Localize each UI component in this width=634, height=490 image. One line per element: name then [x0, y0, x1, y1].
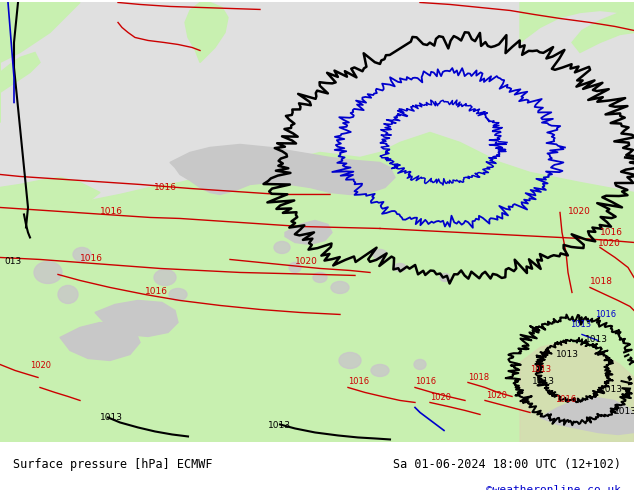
- Text: Surface pressure [hPa] ECMWF: Surface pressure [hPa] ECMWF: [13, 458, 212, 470]
- Text: 1020: 1020: [486, 392, 507, 400]
- Text: 1018: 1018: [590, 277, 613, 287]
- Ellipse shape: [331, 281, 349, 294]
- Text: 1013: 1013: [614, 408, 634, 416]
- Text: 1020: 1020: [430, 393, 451, 402]
- Text: 1013: 1013: [600, 386, 623, 394]
- Text: 1016: 1016: [555, 395, 576, 404]
- Ellipse shape: [414, 360, 426, 369]
- Ellipse shape: [58, 286, 78, 303]
- Ellipse shape: [394, 264, 406, 271]
- Text: 1016: 1016: [100, 207, 123, 217]
- Polygon shape: [60, 322, 140, 361]
- Text: ©weatheronline.co.uk: ©weatheronline.co.uk: [486, 485, 621, 490]
- Polygon shape: [95, 300, 178, 337]
- Text: 1013: 1013: [530, 366, 551, 374]
- Polygon shape: [0, 177, 100, 211]
- Polygon shape: [170, 145, 395, 195]
- Text: 1020: 1020: [598, 240, 621, 248]
- Text: 1013: 1013: [556, 350, 579, 360]
- Text: 1020: 1020: [295, 257, 318, 267]
- Text: 1016: 1016: [595, 311, 616, 319]
- Text: 1016: 1016: [153, 183, 176, 193]
- Text: 1018: 1018: [468, 373, 489, 383]
- Polygon shape: [540, 397, 634, 435]
- Text: 1013: 1013: [585, 336, 608, 344]
- Text: 1016: 1016: [348, 377, 369, 387]
- Text: 1013: 1013: [570, 320, 591, 329]
- Polygon shape: [0, 132, 634, 442]
- Ellipse shape: [73, 247, 91, 262]
- Ellipse shape: [289, 263, 301, 272]
- Text: 1013: 1013: [100, 414, 123, 422]
- Text: 1016: 1016: [80, 254, 103, 264]
- Ellipse shape: [373, 249, 387, 260]
- Text: 1020: 1020: [30, 362, 51, 370]
- Ellipse shape: [339, 352, 361, 368]
- Polygon shape: [185, 2, 228, 62]
- Ellipse shape: [440, 273, 450, 281]
- Text: 1016: 1016: [600, 228, 623, 238]
- Ellipse shape: [154, 270, 176, 286]
- Text: Sa 01-06-2024 18:00 UTC (12+102): Sa 01-06-2024 18:00 UTC (12+102): [393, 458, 621, 470]
- Polygon shape: [520, 2, 634, 43]
- Text: 1020: 1020: [568, 207, 591, 217]
- Ellipse shape: [313, 272, 327, 282]
- Text: 1013: 1013: [268, 421, 291, 430]
- Polygon shape: [572, 12, 634, 52]
- Ellipse shape: [169, 289, 187, 300]
- Ellipse shape: [371, 365, 389, 376]
- Text: 1016: 1016: [145, 288, 168, 296]
- Text: 013: 013: [4, 257, 22, 267]
- Polygon shape: [0, 7, 15, 32]
- Ellipse shape: [274, 242, 290, 253]
- Text: 1016: 1016: [415, 377, 436, 387]
- Polygon shape: [0, 52, 40, 93]
- Text: 1013: 1013: [532, 377, 555, 387]
- Polygon shape: [520, 343, 634, 442]
- Polygon shape: [0, 2, 80, 122]
- Ellipse shape: [34, 262, 62, 283]
- Polygon shape: [285, 220, 332, 245]
- Polygon shape: [22, 7, 38, 27]
